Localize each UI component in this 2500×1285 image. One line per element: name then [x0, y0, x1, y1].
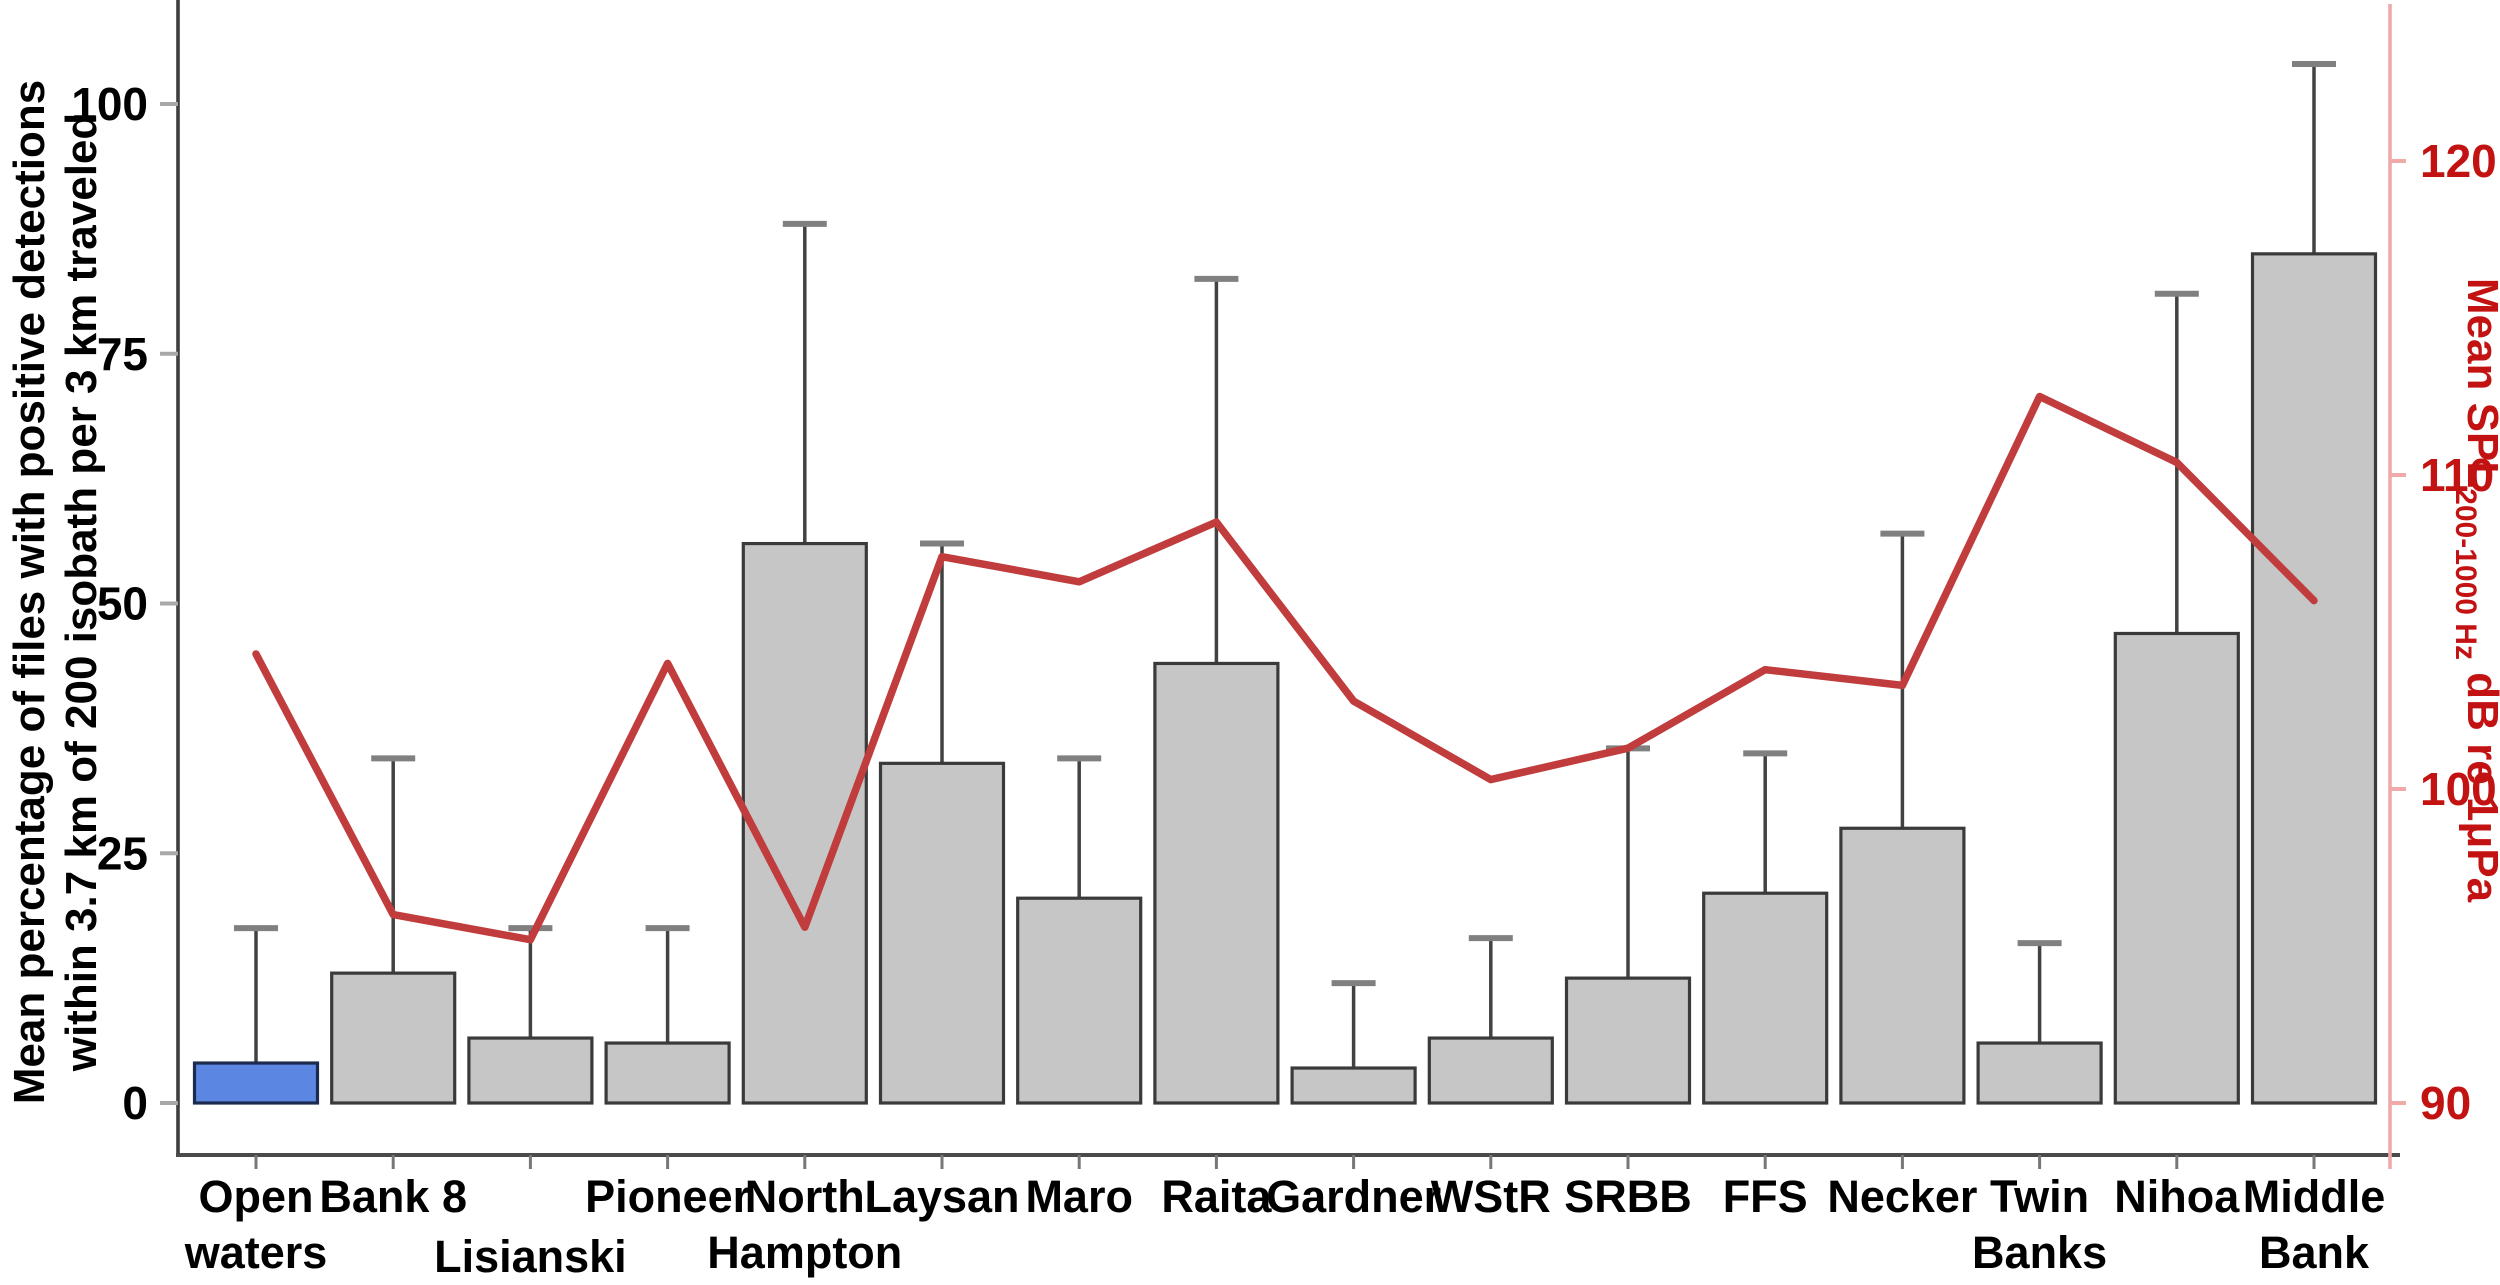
- x-label: Bank 8: [319, 1171, 467, 1222]
- x-label: Laysan: [864, 1171, 1019, 1222]
- x-label: Lisianski: [434, 1231, 627, 1282]
- bar: [1564, 976, 1692, 1105]
- right-tick-label: 90: [2420, 1077, 2471, 1129]
- bar: [741, 541, 868, 1105]
- x-label-line1: North: [745, 1171, 865, 1222]
- x-label: SRBB: [1564, 1171, 1692, 1222]
- bar: [604, 1041, 731, 1105]
- x-label-line2: Bank: [2259, 1227, 2370, 1278]
- left-axis-title-line1: Mean percentage of files with positive d…: [5, 80, 54, 1104]
- bar: [1976, 1041, 2103, 1105]
- x-label: Nihoa: [2114, 1171, 2240, 1222]
- left-tick-label: 25: [97, 827, 148, 879]
- x-label-line1: Twin: [1990, 1171, 2089, 1222]
- x-label: Raita: [1161, 1171, 1272, 1222]
- bar: [1839, 826, 1966, 1105]
- x-label: Necker: [1827, 1171, 1977, 1222]
- right-tick-label: 110: [2420, 449, 2494, 501]
- right-tick-label: 120: [2420, 135, 2497, 187]
- x-label: Pioneer: [585, 1171, 750, 1222]
- x-label: WStR: [1431, 1171, 1551, 1222]
- bar: [1702, 891, 1829, 1105]
- x-label: Gardner: [1266, 1171, 1441, 1222]
- bar-open-waters-highlight: [192, 1061, 320, 1105]
- bar: [467, 1036, 594, 1105]
- x-label-line1: Open: [198, 1171, 313, 1222]
- bar: [1016, 896, 1143, 1105]
- bar: [1427, 1036, 1554, 1105]
- x-label-line2: waters: [184, 1227, 328, 1278]
- spl-line-series: [252, 392, 2318, 944]
- left-tick-label: 75: [97, 328, 148, 380]
- x-label-line1: Middle: [2243, 1171, 2386, 1222]
- bar: [2113, 631, 2240, 1105]
- x-label-line2: Banks: [1972, 1227, 2107, 1278]
- x-label: FFS: [1723, 1171, 1808, 1222]
- bar: [878, 761, 1006, 1105]
- left-axis-title-line2: within 3.7 km of 200 isobath per 3 km tr…: [57, 113, 106, 1073]
- left-tick-label: 50: [97, 578, 148, 630]
- bar: [1290, 1066, 1417, 1105]
- right-axis-title: Mean SPL200-1000 Hz dB re 1μPa: [2449, 278, 2500, 903]
- bar: [1153, 661, 1280, 1105]
- right-tick-label: 100: [2420, 763, 2497, 815]
- bar: [2250, 252, 2378, 1105]
- bar: [330, 971, 457, 1105]
- left-tick-label: 100: [71, 78, 148, 130]
- left-tick-label: 0: [122, 1077, 148, 1129]
- x-label: Maro: [1025, 1171, 1133, 1222]
- x-label-line2: Hampton: [707, 1227, 902, 1278]
